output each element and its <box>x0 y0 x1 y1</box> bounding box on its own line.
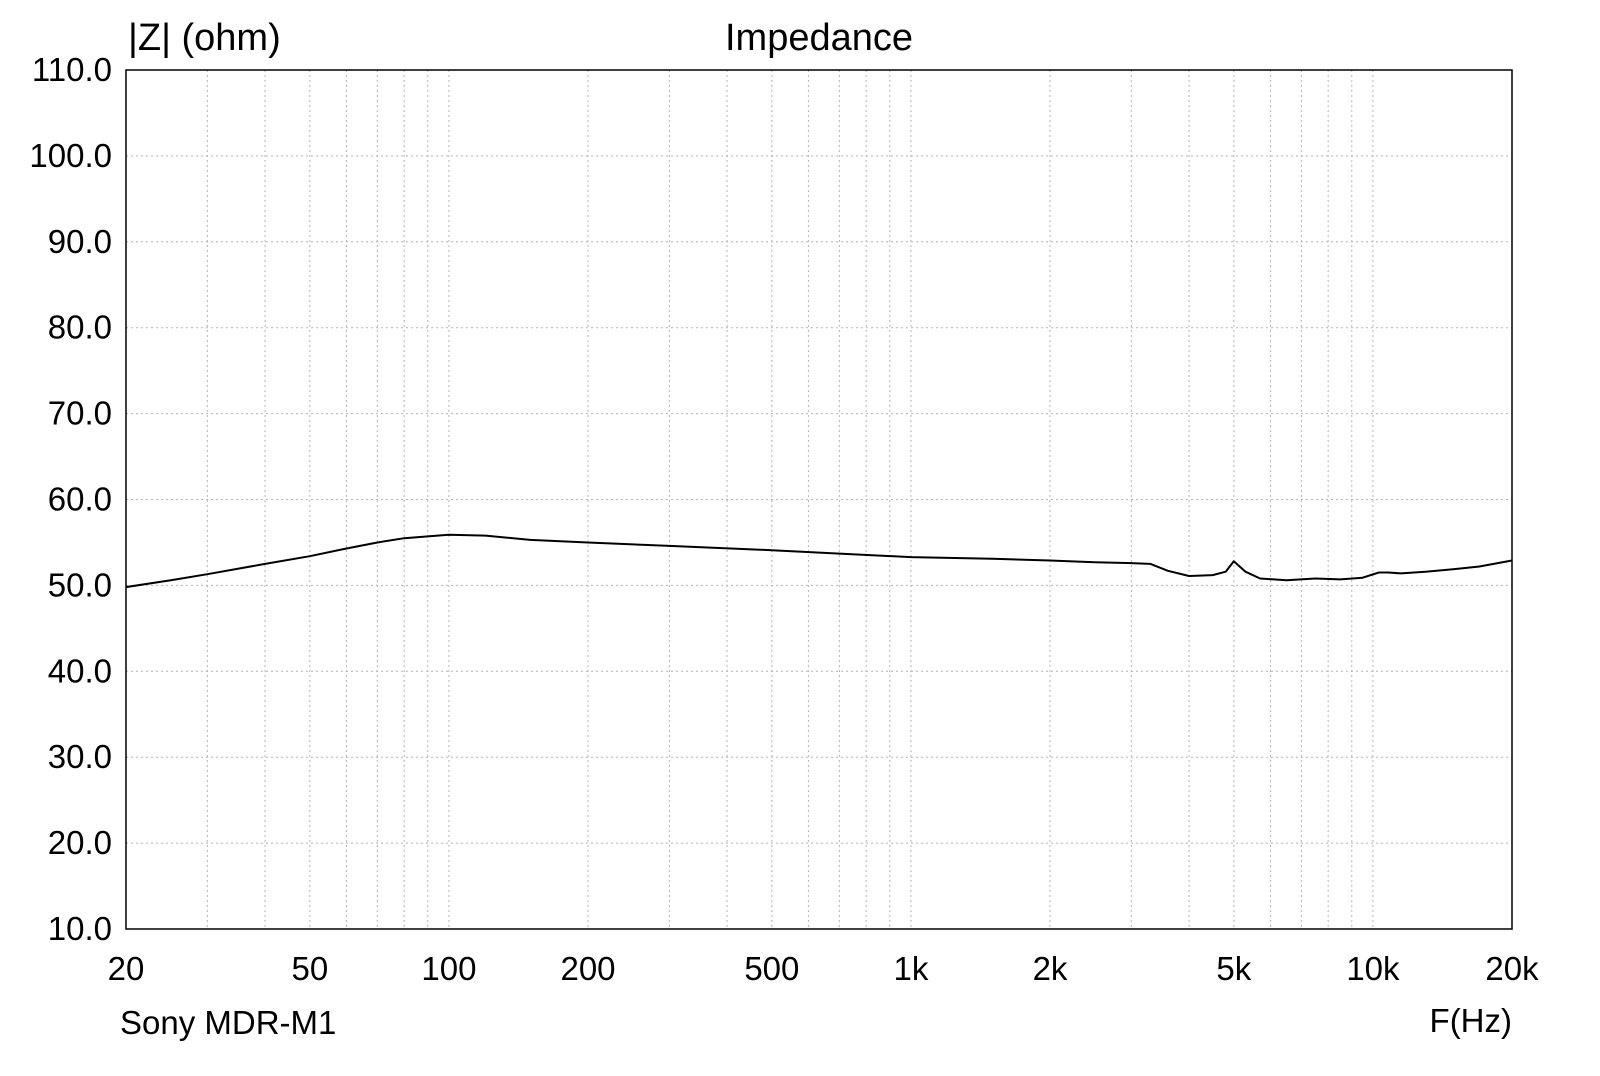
x-tick-label: 5k <box>1216 950 1251 987</box>
plot-background <box>126 70 1512 929</box>
chart-title: Impedance <box>725 17 913 59</box>
x-tick-label: 10k <box>1346 950 1400 987</box>
x-axis-label: F(Hz) <box>1430 1002 1512 1039</box>
y-tick-label: 80.0 <box>48 309 112 346</box>
y-tick-label: 50.0 <box>48 566 112 603</box>
y-tick-label: 10.0 <box>48 910 112 947</box>
y-tick-label: 110.0 <box>32 51 112 88</box>
y-tick-label: 60.0 <box>48 481 112 518</box>
x-tick-label: 20 <box>108 950 145 987</box>
plot-frame <box>125 69 1513 930</box>
x-tick-label: 2k <box>1033 950 1068 987</box>
y-tick-label: 100.0 <box>29 137 112 174</box>
x-tick-label: 100 <box>421 950 476 987</box>
y-axis-label: |Z| (ohm) <box>128 17 281 59</box>
grid <box>126 70 1512 929</box>
x-tick-label: 500 <box>744 950 799 987</box>
series-layer <box>125 533 1513 589</box>
y-tick-label: 20.0 <box>48 824 112 861</box>
impedance-curve <box>125 533 1513 589</box>
y-tick-label: 70.0 <box>48 395 112 432</box>
y-tick-labels: 110.0 100.0 90.0 80.0 70.0 60.0 50.0 40.0 30.0 20… <box>29 51 112 947</box>
x-tick-labels: 20 50 100 200 500 1k 2k 5k 10k 20k <box>108 950 1539 987</box>
x-tick-label: 20k <box>1485 950 1539 987</box>
y-tick-label: 30.0 <box>48 738 112 775</box>
x-tick-label: 200 <box>560 950 615 987</box>
device-name: Sony MDR-M1 <box>120 1004 336 1041</box>
x-tick-label: 50 <box>291 950 328 987</box>
y-tick-label: 40.0 <box>48 652 112 689</box>
x-tick-label: 1k <box>893 950 928 987</box>
y-tick-label: 90.0 <box>48 223 112 260</box>
